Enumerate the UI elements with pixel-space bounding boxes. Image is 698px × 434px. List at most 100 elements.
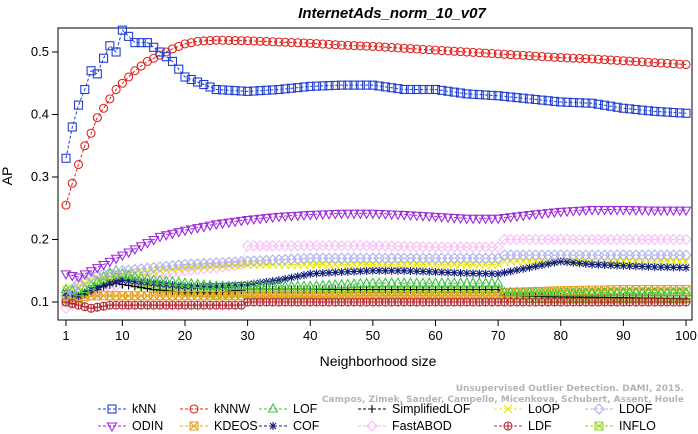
data-point-loop [481,260,490,269]
x-axis-label: Neighborhood size [320,353,437,369]
data-point-odin [555,207,567,218]
data-point-loop [349,260,359,269]
data-point-lof [542,286,554,297]
data-point-lof [304,280,316,290]
data-point-knnw [625,56,635,66]
data-point-odin [160,231,172,241]
data-point-knnw [318,39,328,49]
data-point-odin [217,219,229,230]
data-point-odin [210,220,222,230]
data-point-odin [642,206,654,217]
x-tick-label: 90 [616,328,630,343]
data-point-cof [249,279,258,288]
x-tick-label: 1 [62,328,69,343]
data-point-odin [655,206,667,217]
data-point-cof [462,269,471,278]
data-point-lof [204,279,216,290]
data-point-knn [437,85,447,95]
data-point-loop [449,260,459,269]
data-point-cof [231,281,240,290]
data-point-knn [280,84,290,94]
data-point-knn [493,91,503,101]
data-point-knn [637,105,647,115]
data-point-loop [681,256,691,266]
data-point-lof [373,277,385,287]
data-point-lof [386,277,398,287]
data-point-knn [299,82,309,92]
data-point-odin [680,206,692,217]
data-point-lof [329,279,341,289]
data-point-cof [130,277,139,286]
legend-label-knnw: kNNW [214,402,250,416]
data-point-odin [104,257,116,268]
data-point-odin [599,205,611,216]
data-point-lof [198,279,210,289]
x-tick-label: 40 [303,328,317,343]
data-point-odin [605,205,617,216]
data-point-lof [448,277,460,287]
data-point-odin [611,205,623,216]
x-tick-label: 30 [240,328,254,343]
series-odin [60,205,692,284]
data-point-loop [362,260,371,269]
data-point-knnw [600,55,610,65]
data-point-knn [405,84,415,95]
data-point-lof [354,277,366,288]
data-point-lof [599,286,611,297]
series-knn [61,25,691,163]
data-point-knnw [618,56,628,66]
legend-marker-cof [269,422,277,430]
data-point-cof [362,267,371,275]
legend-marker-inflo [594,421,604,431]
data-point-odin [342,209,354,220]
data-point-loop [80,278,90,288]
data-point-odin [467,214,479,225]
data-point-knnw [493,49,503,59]
data-point-cof [450,268,459,277]
data-point-knn [111,47,121,57]
data-point-lof [179,277,191,287]
legend-label-inflo: INFLO [619,419,656,433]
data-point-lof [367,277,379,287]
data-point-lof [223,280,235,290]
data-point-knnw [650,58,660,68]
data-point-fastabod [680,233,692,246]
data-point-odin [260,214,272,224]
data-point-loop [618,256,628,266]
data-point-ldof [60,289,72,302]
legend: kNN kNNW LOF SimplifiedLOF LoOP LDOF ODIN KDEOS… [98,402,656,433]
legend-item-kdeos: KDEOS [180,419,258,433]
data-point-cof [588,260,597,269]
data-point-knn [524,94,534,104]
data-point-cof [481,269,490,278]
data-point-knn [211,84,221,95]
data-point-knnw [211,35,221,45]
data-point-knn [142,38,152,48]
y-tick-label: 0.5 [31,44,49,59]
data-point-cof [675,263,684,272]
data-point-knnw [549,52,560,62]
data-point-ldof [91,269,104,282]
data-point-lof [298,280,310,290]
y-tick-label: 0.4 [31,107,49,122]
data-point-loop [406,260,415,269]
data-point-fastabod [185,264,198,276]
data-point-knn [612,102,622,112]
data-point-knnw [399,43,409,53]
data-point-knnw [73,159,84,170]
data-point-lof [674,286,686,297]
data-point-odin [624,206,636,216]
data-point-knnw [349,41,359,51]
data-point-cof [556,257,565,266]
data-point-knnw [424,45,434,55]
data-point-knn [255,86,265,96]
data-point-lof [517,286,529,297]
data-point-cof [318,269,327,278]
data-point-knnw [656,58,666,68]
legend-label-cof: COF [293,419,320,433]
data-point-knn [337,80,347,90]
data-point-knn [481,90,491,100]
data-point-cof [669,263,678,272]
data-point-odin [154,232,166,243]
data-point-cof [682,263,690,272]
